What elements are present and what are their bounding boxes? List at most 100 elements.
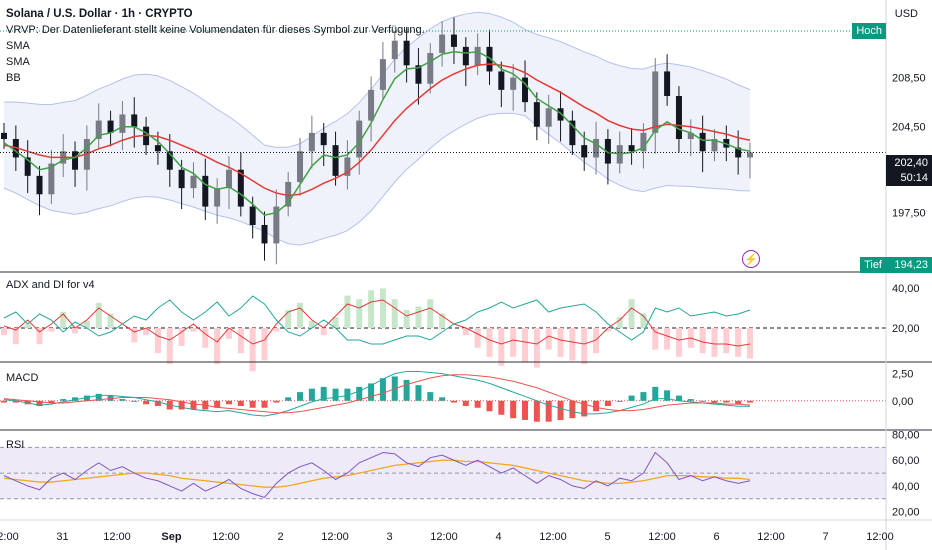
macd-histogram-bar: [735, 400, 742, 405]
price-tick-label: 204,50: [892, 122, 926, 134]
candle-body: [462, 46, 469, 66]
candle-body: [332, 145, 339, 176]
adx-histogram-bar: [308, 320, 315, 328]
rsi-title[interactable]: RSI: [6, 439, 25, 451]
adx-histogram-bar: [273, 328, 280, 332]
macd-histogram-bar: [522, 400, 529, 420]
sma-fast-line: [3, 51, 751, 216]
low-marker-label: Tief: [860, 257, 886, 273]
candle-body: [308, 132, 315, 152]
adx-histogram-bar: [83, 320, 90, 328]
candle-body: [379, 59, 386, 90]
candle-body: [225, 169, 232, 189]
candle-body: [427, 53, 434, 84]
adx-histogram-bar: [391, 299, 398, 328]
macd-histogram-bar: [95, 393, 102, 401]
rsi-tick-label: 80,00: [892, 430, 920, 442]
candle-body: [604, 139, 611, 164]
macd-histogram-bar: [687, 399, 694, 401]
macd-tick-label: 2,50: [892, 369, 913, 381]
adx-histogram-bar: [36, 328, 43, 345]
indicator-sma-1[interactable]: SMA: [6, 40, 30, 52]
candle-body: [273, 206, 280, 244]
macd-histogram-bar: [427, 392, 434, 401]
adx-histogram-bar: [675, 328, 682, 357]
adx-histogram-bar: [604, 328, 611, 332]
adx-histogram-bar: [569, 328, 576, 361]
macd-histogram-bar: [628, 395, 635, 401]
adx-histogram-bar: [249, 328, 256, 372]
macd-histogram-bar: [545, 400, 552, 422]
macd-title[interactable]: MACD: [6, 372, 39, 384]
time-tick-label: 5: [604, 531, 610, 543]
macd-histogram-bar: [498, 400, 505, 415]
macd-histogram-bar: [1, 400, 7, 403]
time-tick-label: 12:00: [321, 531, 349, 543]
candle-body: [415, 65, 422, 84]
macd-histogram-bar: [119, 399, 126, 401]
time-tick-label: 12:00: [430, 531, 458, 543]
macd-histogram-bar: [711, 400, 718, 403]
adx-histogram-bar: [379, 288, 386, 328]
vrvp-notice: VRVP: Der Datenlieferant stellt keine Vo…: [6, 24, 425, 36]
macd-histogram-bar: [533, 400, 540, 422]
adx-histogram-bar: [403, 310, 410, 328]
price-tick-label: 208,50: [892, 73, 926, 85]
rsi-tick-label: 20,00: [892, 507, 920, 519]
indicator-bb[interactable]: BB: [6, 72, 21, 84]
adx-histogram-bar: [735, 328, 742, 357]
adx-histogram-bar: [1, 328, 7, 336]
adx-histogram-bar: [498, 328, 505, 366]
price-tick-label: 197,50: [892, 208, 926, 220]
rsi-pane[interactable]: [0, 446, 886, 500]
low-marker-value: 194,23: [886, 257, 932, 273]
lightning-icon[interactable]: ⚡: [742, 250, 760, 268]
candle-body: [699, 132, 706, 152]
macd-histogram-bar: [60, 399, 67, 401]
candle-body: [214, 188, 221, 207]
adx-histogram-bar: [486, 328, 493, 357]
macd-histogram-bar: [581, 400, 588, 417]
adx-histogram-bar: [747, 328, 753, 359]
countdown-badge: 50:14: [886, 170, 932, 186]
macd-histogram-bar: [486, 400, 493, 412]
macd-signal-line: [3, 374, 751, 414]
macd-histogram-bar: [569, 400, 576, 419]
adx-histogram-bar: [723, 328, 730, 354]
candle-body: [640, 132, 647, 152]
macd-histogram-bar: [664, 390, 671, 401]
macd-histogram-bar: [462, 400, 469, 407]
macd-histogram-bar: [308, 388, 315, 401]
macd-histogram-bar: [214, 400, 221, 408]
macd-histogram-bar: [450, 400, 457, 403]
adx-histogram-bar: [95, 302, 102, 328]
adx-histogram-bar: [640, 313, 647, 328]
adx-histogram-bar: [48, 328, 55, 332]
currency-label[interactable]: USD: [894, 8, 918, 20]
candle-body: [107, 120, 114, 133]
candle-body: [72, 151, 79, 170]
adx-histogram-bar: [557, 328, 564, 357]
adx-pane[interactable]: [0, 288, 886, 372]
candle-body: [545, 108, 552, 127]
adx-histogram-bar: [60, 311, 67, 328]
symbol-title[interactable]: Solana / U.S. Dollar · 1h · CRYPTO: [6, 8, 193, 20]
adx-title[interactable]: ADX and DI for v4: [6, 279, 95, 291]
candle-body: [450, 34, 457, 47]
adx-histogram-bar: [190, 328, 197, 332]
macd-pane[interactable]: [0, 370, 886, 422]
price-pane[interactable]: [0, 11, 886, 265]
candle-body: [368, 89, 375, 121]
candle-body: [131, 114, 138, 127]
indicator-sma-2[interactable]: SMA: [6, 56, 30, 68]
adx-histogram-bar: [533, 328, 540, 368]
adx-histogram-bar: [332, 317, 339, 328]
adx-histogram-bar: [415, 306, 422, 328]
macd-histogram-bar: [320, 386, 327, 401]
macd-histogram-bar: [190, 400, 197, 410]
adx-histogram-bar: [628, 299, 635, 328]
candle-body: [356, 120, 363, 158]
time-tick-label: 12:00: [539, 531, 567, 543]
